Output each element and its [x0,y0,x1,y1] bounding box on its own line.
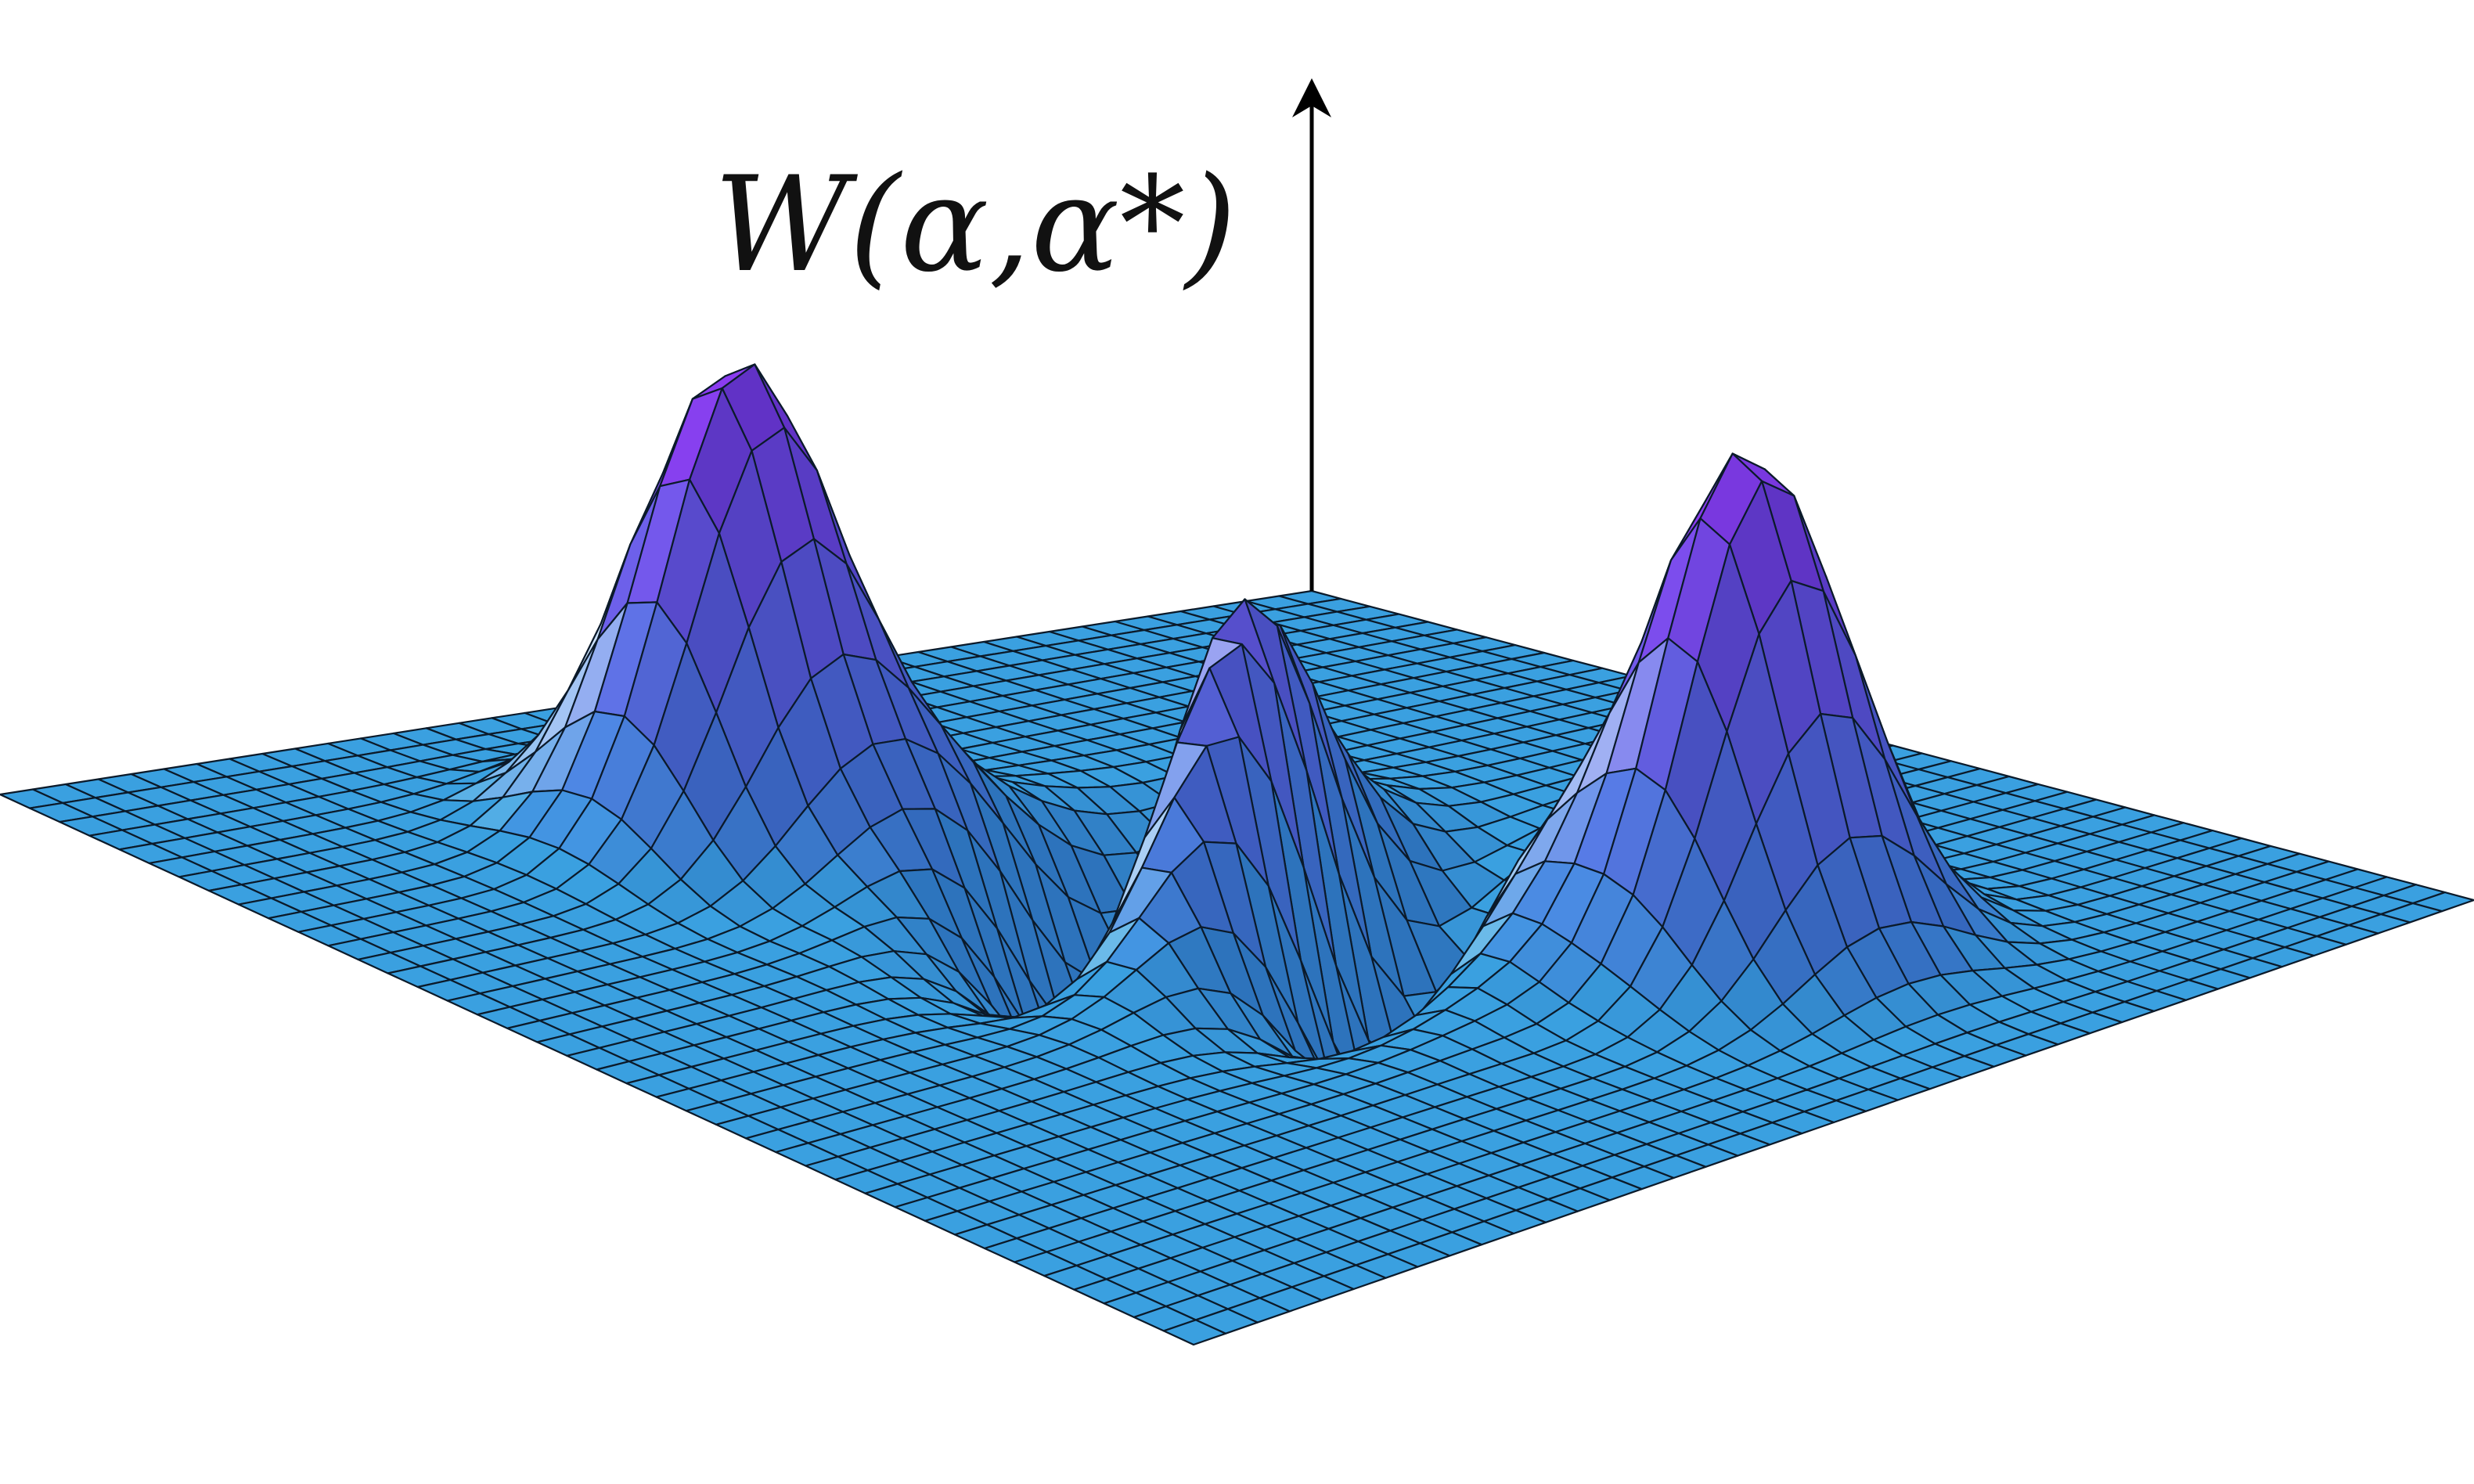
surface-mesh [0,363,2474,1346]
z-axis: W(α,α*) [714,78,1331,591]
surface-facet [1162,1319,1227,1346]
z-axis-label: W(α,α*) [714,148,1237,301]
